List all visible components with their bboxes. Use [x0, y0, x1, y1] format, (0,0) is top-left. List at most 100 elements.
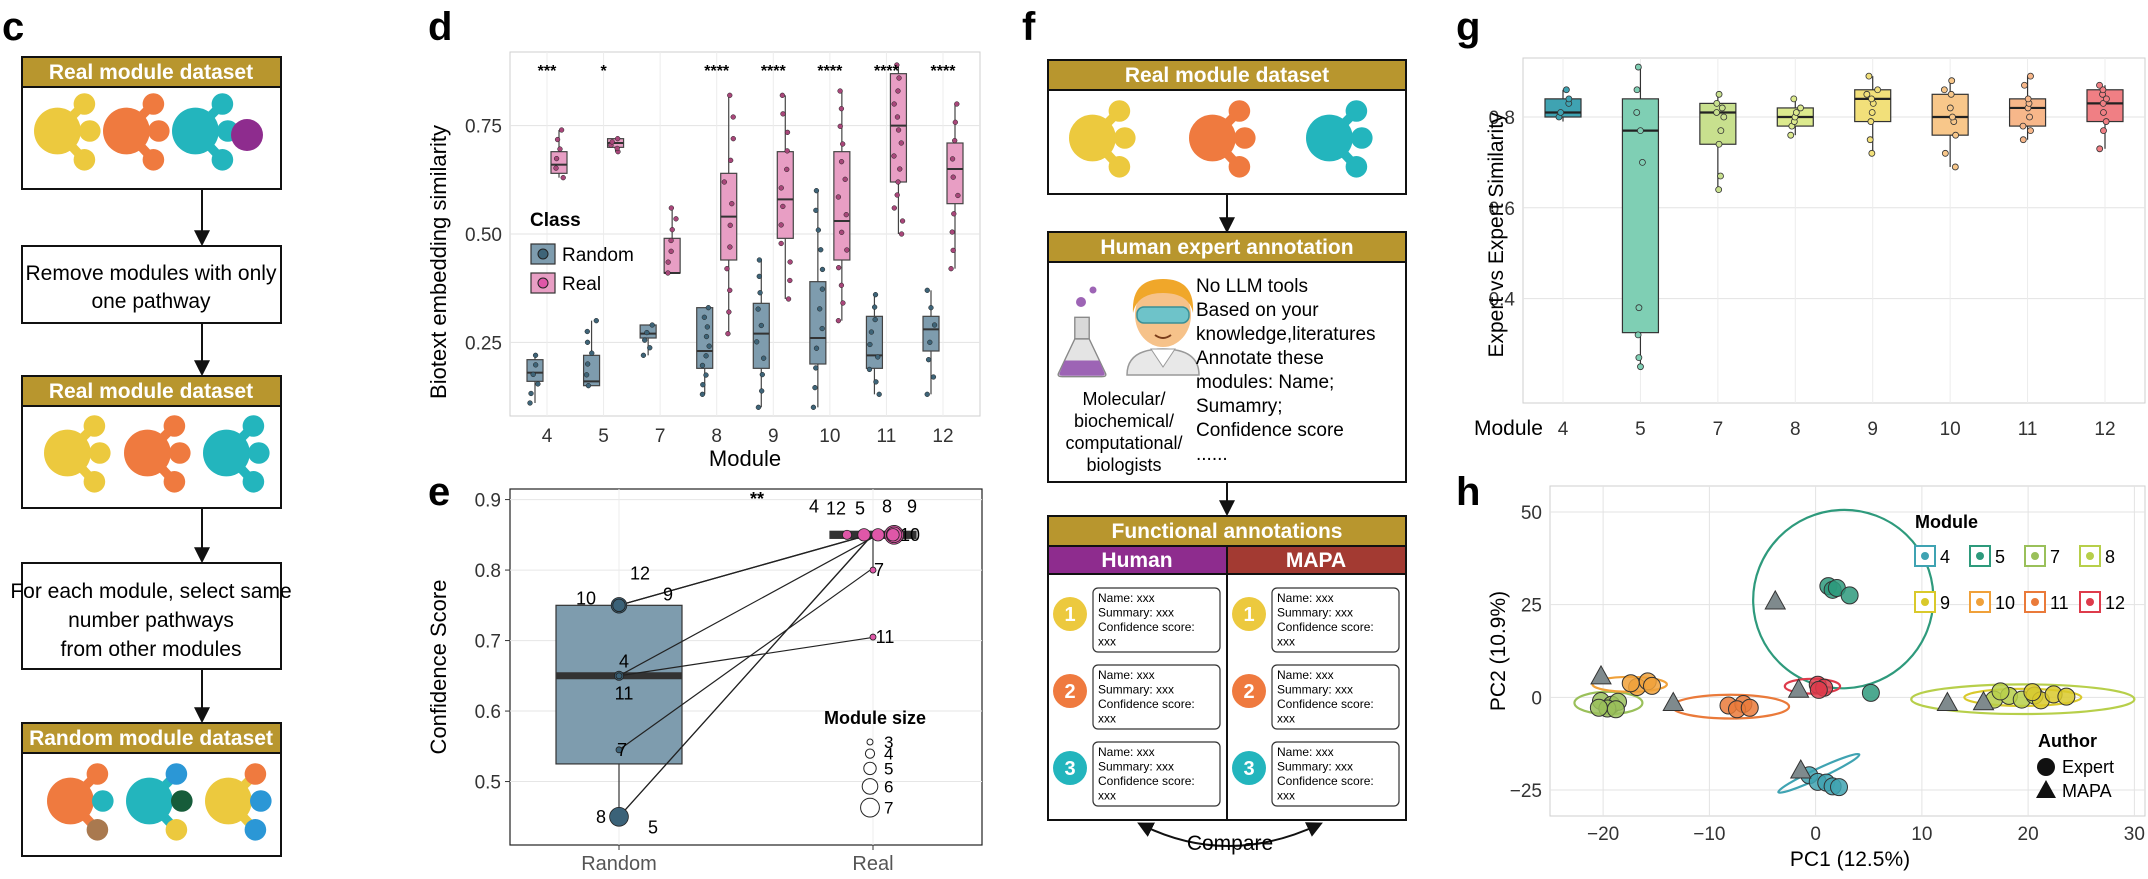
x-tick-label: 7: [1713, 419, 1724, 440]
data-point: [778, 240, 784, 247]
expert-point: [2023, 683, 2042, 702]
data-point: [730, 136, 736, 142]
module-legend-dot: [2031, 598, 2039, 606]
data-point: [1639, 159, 1646, 166]
plot-g-boxes: [1544, 63, 2124, 371]
module-number-badge: [1053, 597, 1087, 631]
y-tick-label: 0.8: [475, 561, 501, 582]
real-dataset-header-bar: [21, 56, 282, 88]
data-point: [1952, 131, 1960, 139]
data-point: [928, 305, 934, 311]
annotation-card-line: xxx: [1277, 712, 1295, 726]
expert-point: [1991, 682, 2010, 701]
module-number-badge: [1053, 751, 1087, 785]
data-point: [647, 345, 653, 351]
random-module-glyph-2: [126, 763, 193, 841]
expert-point: [1589, 698, 1608, 717]
size-legend-label: 6: [884, 777, 893, 796]
real-dataset-title-1: Real module dataset: [49, 61, 253, 84]
plot-e-y-axis: 0.5 0.6 0.7 0.8 0.9: [475, 491, 510, 794]
random-module-glyph-3: [205, 763, 272, 841]
module-glyph-teal: [1306, 100, 1373, 178]
significance-stars: ****: [817, 63, 843, 80]
data-point: [665, 270, 671, 276]
data-point: [1634, 63, 1642, 71]
mapa-point: [1789, 758, 1812, 779]
plot-h-x-axis: −20 −10 0 10 20 30: [1587, 824, 2145, 845]
data-point: [1718, 104, 1726, 112]
instruction-line: Confidence score: [1196, 420, 1344, 441]
data-point: [1946, 104, 1954, 112]
mapa-point: [1590, 664, 1612, 685]
y-tick-label: 0: [1531, 688, 1542, 709]
expert-scientist-icon: [1126, 279, 1200, 376]
data-point: [757, 290, 763, 296]
point-label: 9: [907, 497, 917, 517]
data-point: [819, 325, 825, 332]
compare-label: Compare: [1187, 832, 1273, 855]
data-point: [703, 372, 709, 378]
panel-c: c Real module dataset Remove modules wit…: [2, 5, 292, 857]
data-point: [842, 176, 848, 182]
box-real: [550, 151, 568, 174]
data-point: [727, 222, 733, 228]
plot-d-x-label: Module: [709, 446, 781, 471]
data-point: [2100, 127, 2107, 135]
legend-random-label: Random: [562, 245, 634, 266]
module-legend-dot: [2086, 552, 2094, 560]
point-label: 5: [855, 499, 865, 519]
data-point: [640, 352, 647, 358]
data-point: [1792, 109, 1800, 116]
data-point: [894, 62, 900, 68]
data-point: [1557, 109, 1565, 116]
annotation-card-line: Summary: xxx: [1277, 683, 1353, 697]
data-point: [642, 337, 648, 343]
pair-line: [618, 534, 870, 606]
annotation-card-line: xxx: [1098, 712, 1116, 726]
x-tick-label: 5: [1635, 419, 1646, 440]
data-point: [2027, 72, 2034, 80]
data-point: [954, 101, 960, 107]
f-real-dataset-title: Real module dataset: [1125, 64, 1329, 87]
data-point: [924, 391, 930, 397]
point-label: 4: [619, 652, 629, 672]
data-point: [669, 227, 675, 233]
module-glyph-orange: [124, 415, 191, 493]
data-point: [873, 379, 879, 385]
data-point: [725, 331, 731, 337]
module-legend-dot: [1921, 552, 1929, 560]
data-point: [843, 212, 849, 218]
data-point: [1713, 109, 1721, 116]
data-point: [817, 306, 823, 312]
real-point: [869, 566, 877, 574]
real-point: [869, 633, 877, 641]
functional-annotations-header-bar: [1047, 515, 1407, 547]
module-legend-dot: [1921, 598, 1929, 606]
panel-letter-h: h: [1456, 470, 1480, 514]
y-tick-label: 0.6: [1489, 199, 1515, 220]
plot-g-y-label: Expert vs Expert Similarity: [1485, 112, 1508, 358]
data-point: [779, 92, 786, 98]
size-legend-label: 7: [884, 799, 893, 818]
data-point: [1865, 72, 1873, 80]
data-point: [812, 384, 818, 391]
data-point: [819, 266, 826, 273]
data-point: [727, 287, 733, 293]
module-legend-dot: [1976, 552, 1984, 560]
plot-h-y-label: PC2 (10.9%): [1487, 591, 1510, 711]
compare-arrow: [1137, 822, 1323, 847]
data-point: [1633, 86, 1641, 94]
module-glyph-yellow: [34, 93, 101, 171]
size-legend-label: 4: [884, 745, 893, 764]
data-point: [527, 400, 533, 406]
data-point: [1867, 118, 1875, 125]
module-number: 3: [1243, 758, 1254, 780]
module-number: 2: [1064, 681, 1075, 703]
annotation-card-line: Name: xxx: [1277, 668, 1334, 682]
data-point: [1797, 104, 1804, 112]
expert-point: [2057, 687, 2076, 706]
module-legend-label: 5: [1995, 547, 2005, 567]
data-point: [875, 354, 881, 360]
data-point: [673, 216, 679, 222]
